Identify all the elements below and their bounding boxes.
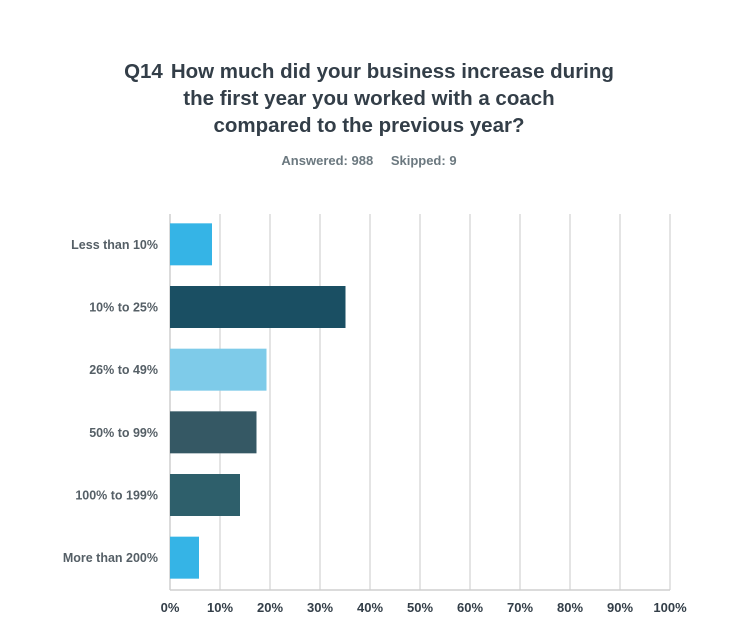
answered-count: Answered: 988 xyxy=(281,153,374,168)
category-label: 10% to 25% xyxy=(89,301,158,315)
category-label: 26% to 49% xyxy=(89,363,158,377)
bar xyxy=(170,411,257,454)
x-tick-label: 0% xyxy=(161,600,180,615)
bar xyxy=(170,286,346,328)
question-line-1: How much did your business increase duri… xyxy=(170,60,614,83)
x-tick-label: 40% xyxy=(357,600,383,615)
category-label: 100% to 199% xyxy=(75,489,158,503)
question-line-2: the first year you worked with a coach xyxy=(183,87,555,110)
chart-title: Q14 How much did your business increase d… xyxy=(0,58,738,139)
response-stats: Answered: 988 Skipped: 9 xyxy=(0,153,738,168)
x-tick-label: 90% xyxy=(607,600,633,615)
question-number: Q14 xyxy=(124,60,163,83)
bar xyxy=(170,536,199,579)
bar xyxy=(170,474,240,516)
category-label: More than 200% xyxy=(63,551,158,565)
x-tick-label: 70% xyxy=(507,600,533,615)
x-tick-label: 80% xyxy=(557,600,583,615)
bar xyxy=(170,223,212,266)
x-tick-label: 30% xyxy=(307,600,333,615)
x-tick-label: 50% xyxy=(407,600,433,615)
skipped-count: Skipped: 9 xyxy=(390,153,457,168)
bar xyxy=(170,348,267,391)
x-tick-label: 60% xyxy=(457,600,483,615)
x-tick-label: 100% xyxy=(653,600,687,615)
category-label: 50% to 99% xyxy=(89,426,158,440)
category-label: Less than 10% xyxy=(71,238,158,252)
x-tick-label: 20% xyxy=(257,600,283,615)
question-line-3: compared to the previous year? xyxy=(213,114,525,137)
x-tick-label: 10% xyxy=(207,600,233,615)
